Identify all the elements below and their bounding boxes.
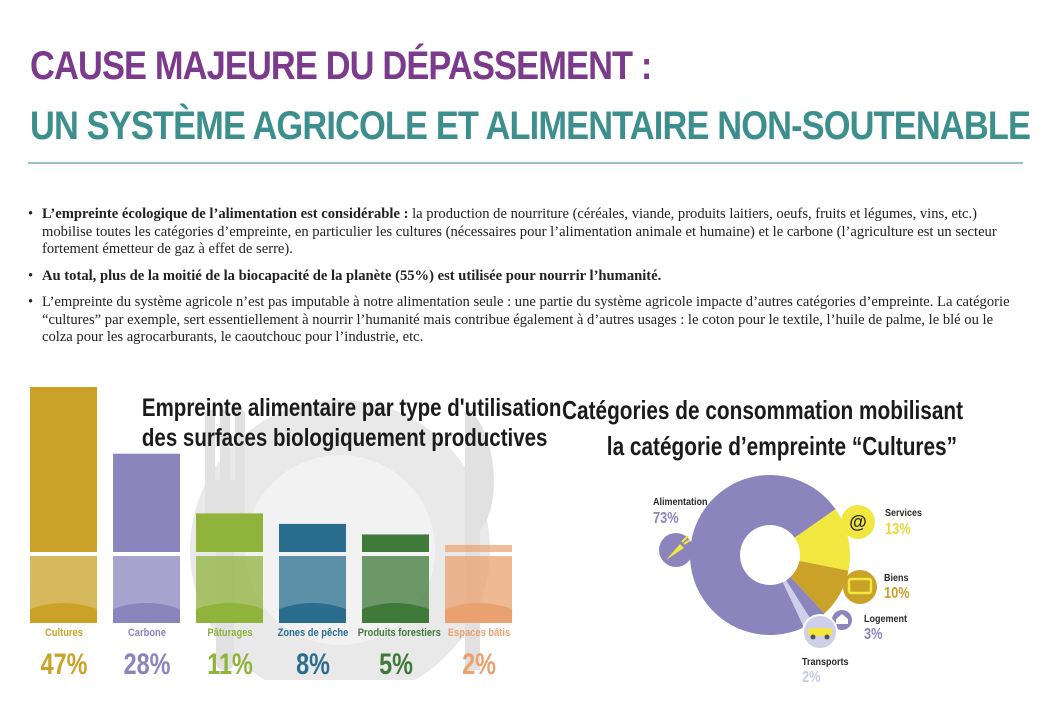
bar-tile-ground-3 [279,603,346,623]
bar-value-label: 11% [206,648,253,681]
donut-label-logement: Logement [864,614,908,625]
bullet-item: • L’empreinte du système agricole n’est … [28,294,1023,347]
bars-group [30,387,512,623]
bar-4 [362,534,429,552]
bar-chart-title-line2: des surfaces biologiquement productives [141,424,548,452]
donut-pct-biens: 10% [884,585,910,602]
bullet-content: L’empreinte du système agricole n’est pa… [42,294,1023,347]
donut-pct-logement: 3% [864,626,883,643]
donut-slice-logement [786,576,825,623]
bullet-bold-text: Au total, plus de la moitié de la biocap… [42,267,662,284]
bar-tile-ground-2 [196,603,263,623]
tv-icon [843,570,877,604]
bar-category-label: Carbone [127,627,166,639]
bar-1 [113,453,180,552]
donut-chart: @ [659,475,877,650]
bullet-list: • L’empreinte écologique de l’alimentati… [28,206,1023,356]
house-icon [832,610,852,630]
bar-value-label: 2% [461,648,496,681]
donut-chart-title-line2: la catégorie d’empreinte “Cultures” [606,431,958,461]
bar-tile-ground-5 [445,603,512,623]
donut-pct-alimentation: 73% [653,510,679,527]
bullet-content: L’empreinte écologique de l’alimentation… [42,206,1023,259]
donut-slice-alimentation [690,475,836,635]
bullet-content: Au total, plus de la moitié de la biocap… [42,268,661,286]
donut-label-services: Services [885,508,923,519]
donut-label-transports: Transports [802,657,849,668]
page-title-line2: UN SYSTÈME AGRICOLE ET ALIMENTAIRE NON-S… [30,104,1031,148]
bar-category-label: Pâturages [206,627,253,639]
donut-pct-transports: 2% [802,669,821,686]
donut-slices [690,475,850,635]
bar-chart-title: Empreinte alimentaire par type d'utilisa… [141,393,562,453]
bar-category-label: Produits forestiers [357,627,441,639]
bullet-item: • Au total, plus de la moitié de la bioc… [28,268,1023,286]
bullet-dot: • [28,206,34,222]
bar-value-label: 8% [295,648,330,681]
carrot-icon [659,533,693,567]
donut-chart-title-line1: Catégories de consommation mobilisant [562,395,964,425]
page-title-line1: CAUSE MAJEURE DU DÉPASSEMENT : [30,44,652,88]
svg-text:@: @ [849,512,867,532]
bullet-text: la production de nourriture (céréales, v… [42,206,997,257]
donut-label-biens: Biens [884,573,909,584]
bullet-bold-text: L’empreinte écologique de l’alimentation… [42,206,409,222]
bullet-dot: • [28,267,34,284]
bar-tile-ground-4 [362,603,429,623]
bar-value-label: 5% [378,648,413,681]
bar-category-label: Espaces bâtis [447,627,510,639]
at-sign-icon: @ [841,505,875,539]
car-icon [802,614,838,650]
bar-chart-title-line1: Empreinte alimentaire par type d'utilisa… [141,394,562,422]
donut-slice-biens [790,560,849,614]
bar-category-label: Cultures [44,627,83,639]
bar-tile-ground-0 [30,603,97,623]
donut-slice-transports [782,580,813,628]
bar-tile-ground-1 [113,603,180,623]
bar-2 [196,513,263,552]
bar-3 [279,523,346,552]
bar-0 [30,387,97,552]
bullet-item: • L’empreinte écologique de l’alimentati… [28,206,1023,259]
donut-slice-services [794,509,850,571]
bar-value-label: 28% [123,648,170,681]
donut-label-alimentation: Alimentation [653,497,708,508]
donut-chart-title: Catégories de consommation mobilisant la… [562,392,964,464]
bar-5 [445,544,512,552]
bar-value-label: 47% [40,648,87,681]
donut-pct-services: 13% [885,521,911,538]
bar-chart [30,387,512,680]
title-divider [28,162,1023,164]
bar-category-label: Zones de pêche [277,627,348,639]
bullet-dot: • [28,294,34,310]
bullet-text: L’empreinte du système agricole n’est pa… [42,294,1010,345]
